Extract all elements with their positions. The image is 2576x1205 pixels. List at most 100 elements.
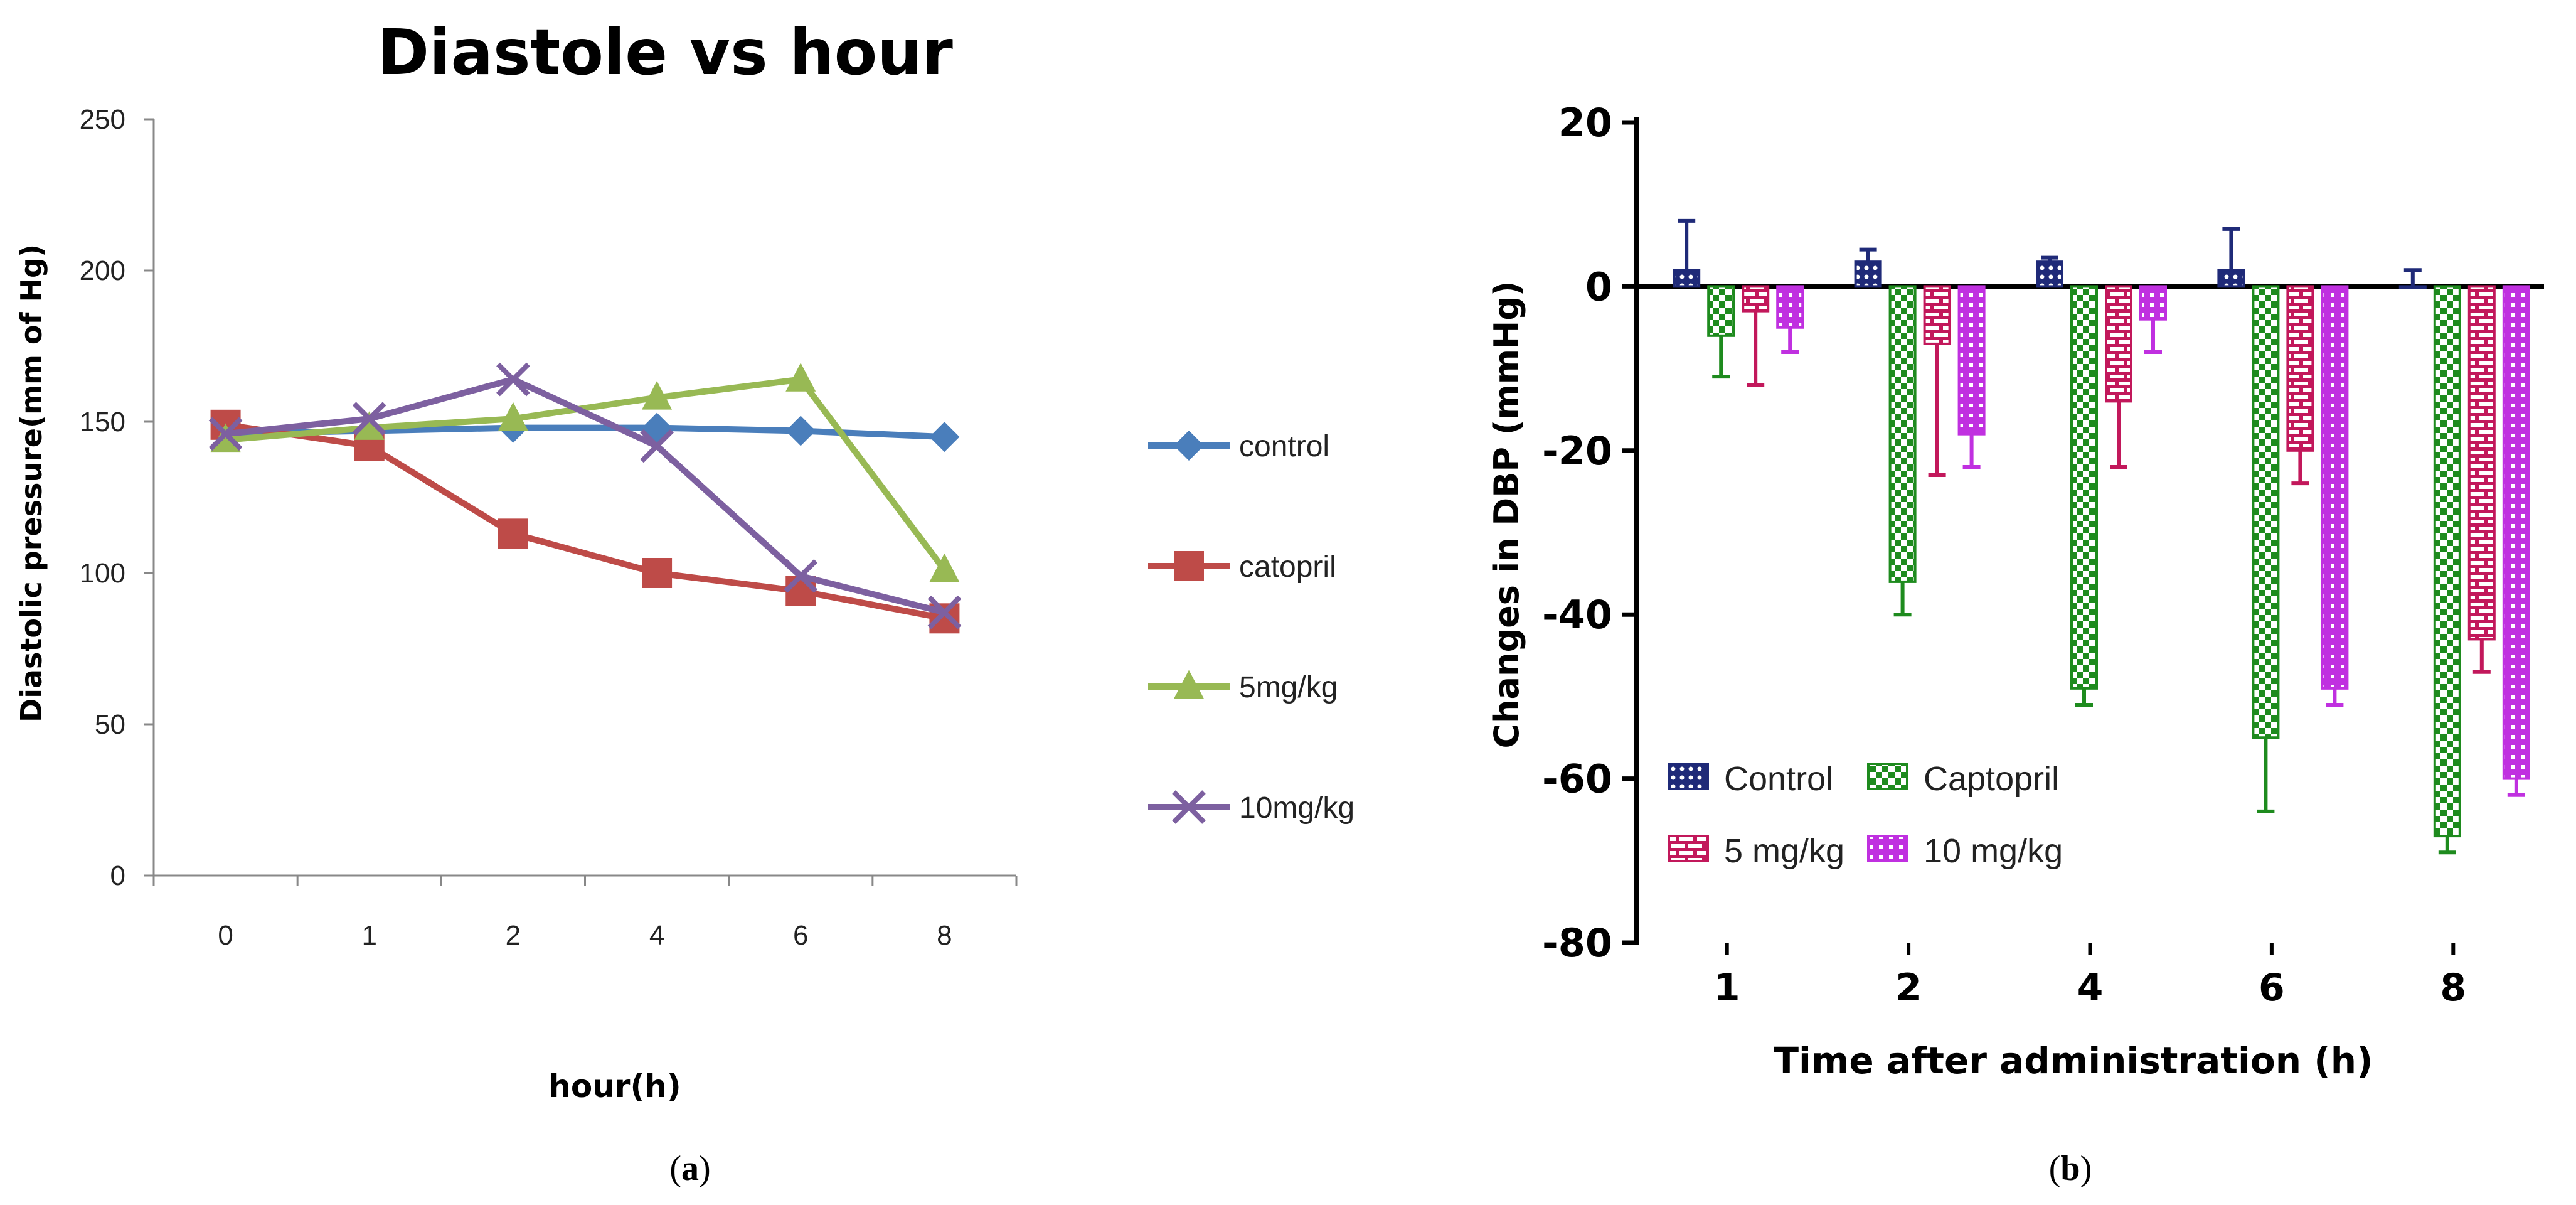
x-tick-label: 8 xyxy=(937,920,952,951)
y-tick-label: 150 xyxy=(80,407,125,437)
panel-a-letter: a xyxy=(681,1149,699,1188)
legend-item: Control xyxy=(1668,760,1833,798)
data-point xyxy=(498,518,528,549)
y-tick-label: -60 xyxy=(1542,756,1612,802)
bar xyxy=(2398,285,2427,289)
series-line xyxy=(225,421,945,622)
bar xyxy=(1923,285,1951,345)
bar xyxy=(1707,285,1735,337)
x-tick-label: 0 xyxy=(218,920,233,951)
legend-label: 5mg/kg xyxy=(1239,671,1338,704)
legend-label: 5 mg/kg xyxy=(1724,832,1844,870)
x-tick-label: 6 xyxy=(793,920,808,951)
bar xyxy=(2217,269,2245,288)
chart-b-legend: Control Captopril 5 mg/kg 10 mg/kg xyxy=(1668,760,2063,870)
data-point xyxy=(640,429,674,463)
legend-item: catopril xyxy=(1148,550,1336,584)
series-10mg-kg xyxy=(208,362,962,629)
y-tick-label: 0 xyxy=(1585,264,1612,309)
bar xyxy=(2433,285,2461,838)
panel-b-letter: b xyxy=(2060,1149,2080,1188)
data-point xyxy=(785,415,816,446)
legend-label: control xyxy=(1239,430,1329,463)
chart-a-x-axis: 0 1 2 4 6 8 xyxy=(152,874,1018,951)
series-line xyxy=(225,376,947,572)
legend-label: catopril xyxy=(1239,550,1336,584)
x-tick-label: 6 xyxy=(2259,966,2285,1010)
panel-b-label: (b) xyxy=(2049,1149,2092,1188)
bar xyxy=(1776,285,1804,329)
chart-a-y-axis-label: Diastolic pressure(mm of Hg) xyxy=(14,244,48,722)
bar xyxy=(2105,285,2132,403)
bar xyxy=(2252,285,2280,739)
chart-a-title: Diastole vs hour xyxy=(377,16,953,89)
panel-a-label: (a) xyxy=(669,1149,710,1188)
chart-b-y-axis: -80 -60 -40 -20 0 20 xyxy=(1542,100,1639,966)
legend-item: Captopril xyxy=(1867,760,2059,798)
x-tick-label: 4 xyxy=(2077,966,2104,1010)
y-tick-label: -40 xyxy=(1542,592,1612,638)
legend-item: control xyxy=(1148,430,1329,463)
y-tick-label: 250 xyxy=(80,104,125,135)
bar xyxy=(2070,285,2098,690)
data-point xyxy=(927,595,962,629)
x-tick-label: 1 xyxy=(1714,966,1740,1010)
data-point xyxy=(354,411,385,440)
x-tick-label: 2 xyxy=(1895,966,1922,1010)
chart-a-y-axis: 0 50 100 150 200 250 xyxy=(80,104,155,891)
x-tick-label: 4 xyxy=(649,920,664,951)
bar xyxy=(2286,285,2314,452)
legend-swatch xyxy=(1668,835,1709,862)
data-point xyxy=(208,417,243,451)
bar xyxy=(1957,285,1986,436)
chart-a-legend: control catopril 5mg/kg 10mg/kg xyxy=(1148,430,1355,825)
bar xyxy=(2321,285,2349,690)
legend-item: 5 mg/kg xyxy=(1668,832,1844,870)
y-tick-label: 100 xyxy=(80,558,125,589)
series-10-mg-kg xyxy=(1776,285,2530,797)
bar xyxy=(2036,260,2063,288)
legend-swatch xyxy=(1867,763,1908,790)
bar xyxy=(2467,285,2496,641)
data-point xyxy=(642,381,673,410)
x-tick-label: 2 xyxy=(506,920,521,951)
y-tick-label: -80 xyxy=(1542,920,1612,966)
y-tick-label: 50 xyxy=(95,709,125,740)
legend-item: 5mg/kg xyxy=(1148,670,1338,704)
x-tick-label: 8 xyxy=(2440,966,2466,1010)
data-point xyxy=(784,559,818,593)
bar xyxy=(2139,285,2167,321)
bar xyxy=(2502,285,2530,780)
bar xyxy=(1673,269,1701,288)
legend-marker xyxy=(1174,431,1204,461)
data-point xyxy=(785,363,816,392)
legend-swatch xyxy=(1867,835,1908,862)
chart-a-x-axis-label: hour(h) xyxy=(548,1068,681,1105)
data-point xyxy=(929,422,960,453)
y-tick-label: 0 xyxy=(110,860,125,891)
legend-item: 10mg/kg xyxy=(1148,790,1355,825)
y-tick-label: 200 xyxy=(80,255,125,286)
data-point xyxy=(929,553,960,582)
bar xyxy=(1854,260,1882,288)
chart-b-bars xyxy=(1673,218,2530,855)
bar xyxy=(1888,285,1917,583)
legend-label: Captopril xyxy=(1924,760,2059,798)
data-point xyxy=(496,362,530,397)
legend-swatch xyxy=(1668,763,1709,790)
legend-marker xyxy=(1174,670,1204,699)
legend-item: 10 mg/kg xyxy=(1867,832,2063,870)
series-5-mg-kg xyxy=(1742,285,2496,674)
data-point xyxy=(642,558,673,588)
x-tick-label: 1 xyxy=(362,920,377,951)
series-control xyxy=(1673,218,2427,289)
legend-label: 10mg/kg xyxy=(1239,791,1355,825)
bar xyxy=(1742,285,1770,313)
legend-marker xyxy=(1174,551,1204,581)
data-point xyxy=(498,402,528,431)
series-line xyxy=(225,376,945,616)
series-5mg-kg xyxy=(210,363,960,582)
